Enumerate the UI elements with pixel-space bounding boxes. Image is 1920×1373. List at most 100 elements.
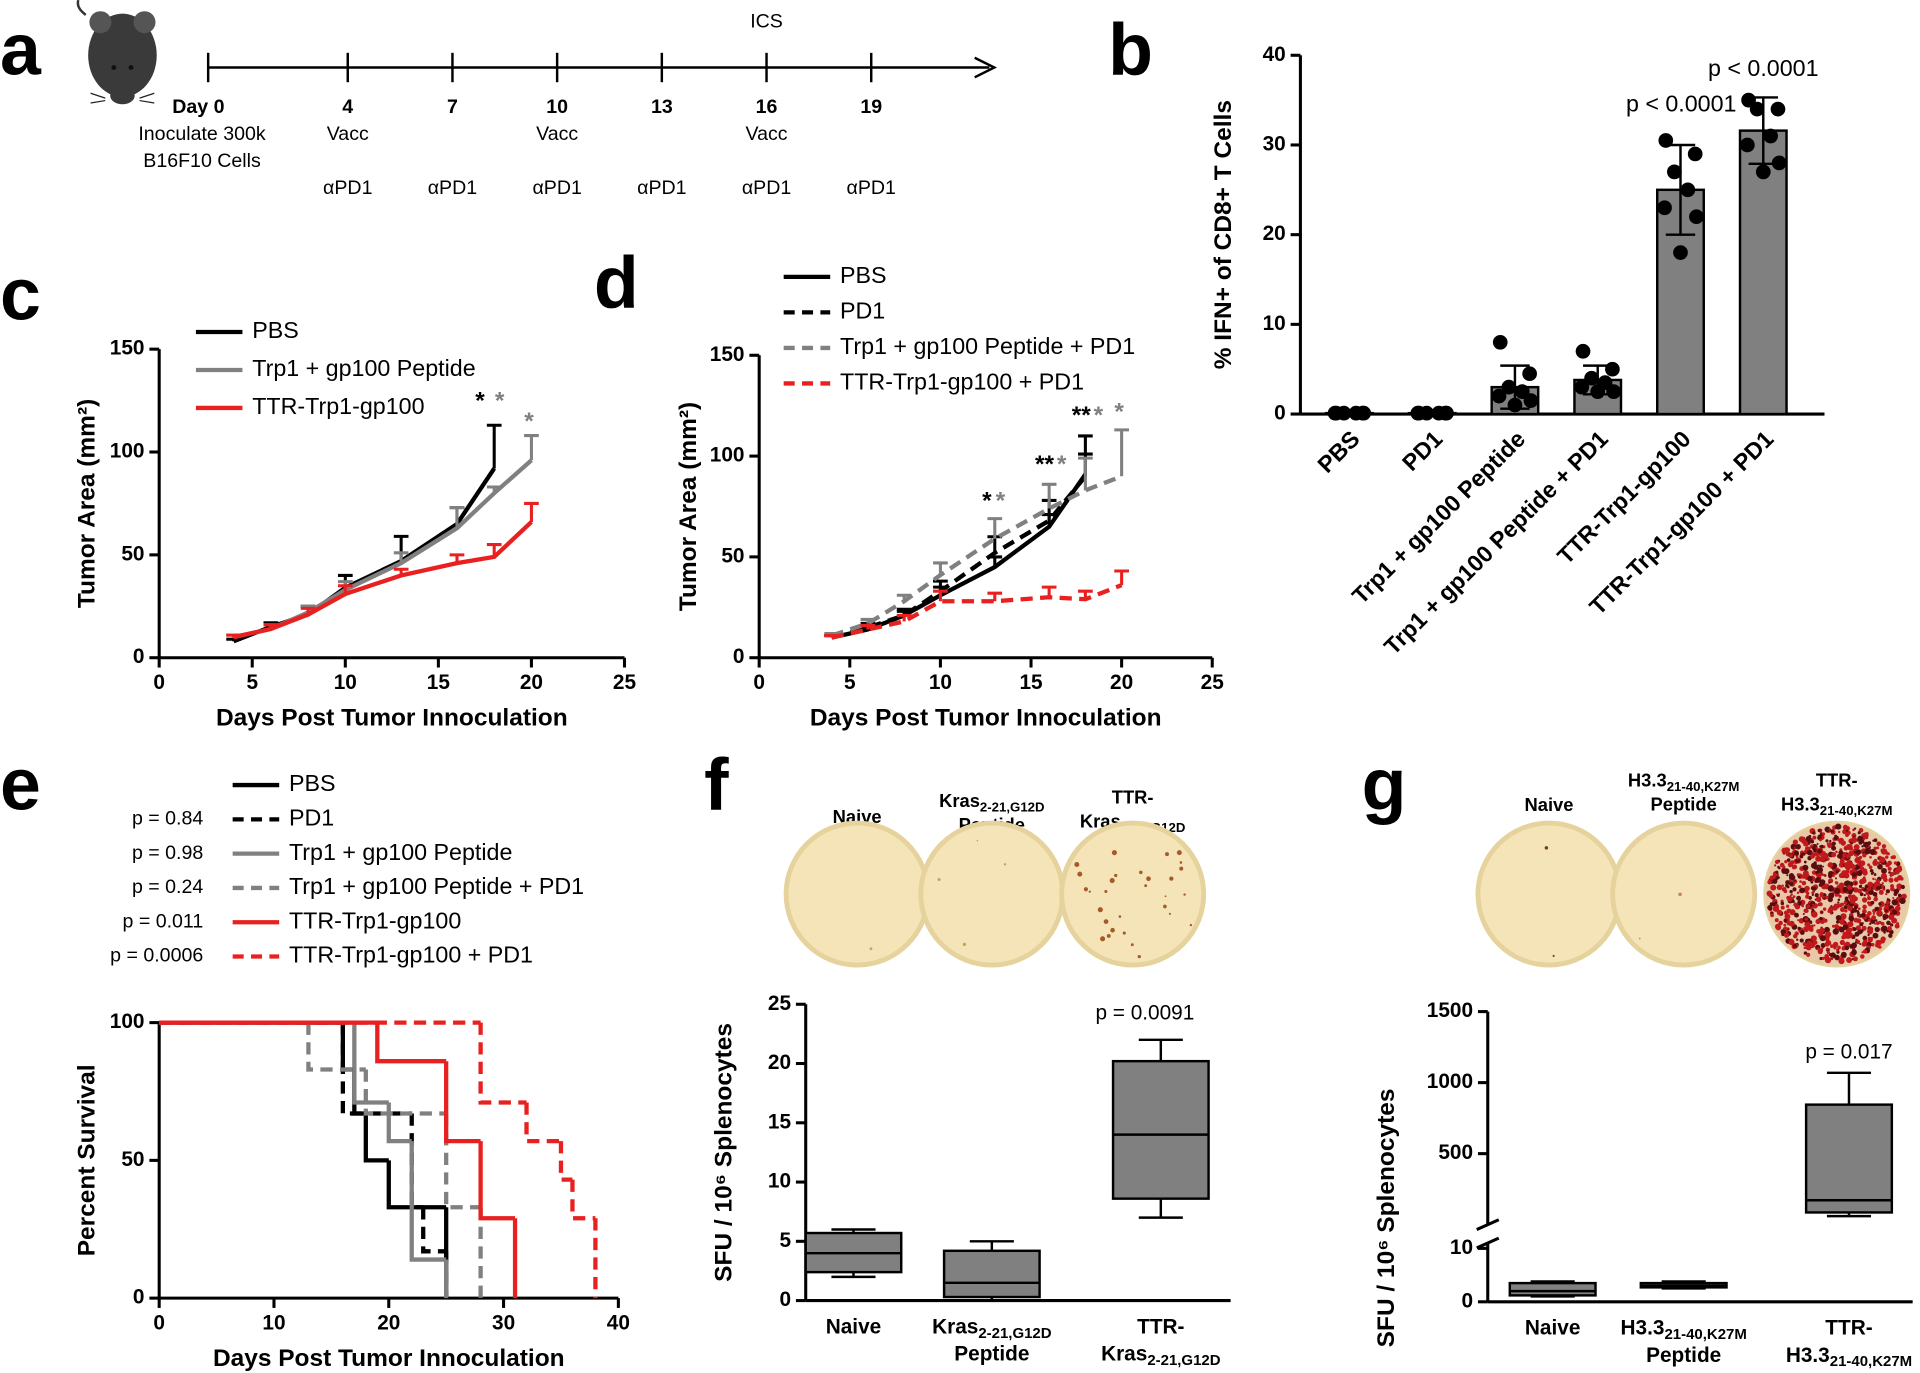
annotation: p < 0.0001 xyxy=(1708,55,1819,81)
box xyxy=(1804,1103,1894,1214)
label-part: H3.3 xyxy=(1786,1343,1830,1366)
data-point xyxy=(1673,245,1688,260)
spot xyxy=(1806,940,1813,947)
timeline-day: 16 xyxy=(756,96,778,118)
spot xyxy=(1851,942,1857,949)
timeline-treatment: αPD1 xyxy=(532,177,581,199)
y-axis-label: Percent Survival xyxy=(74,1064,101,1256)
panel-label: a xyxy=(0,8,42,91)
spot xyxy=(1810,839,1815,844)
spot xyxy=(1839,939,1845,946)
data-point xyxy=(1657,200,1672,216)
x-tick-label: 30 xyxy=(492,1311,515,1334)
spot xyxy=(1822,873,1826,877)
survival-step xyxy=(444,1061,481,1144)
label-part: Peptide xyxy=(954,1342,1029,1365)
survival-step xyxy=(375,1022,447,1064)
spot xyxy=(1830,952,1836,959)
spot xyxy=(1774,859,1780,865)
legend-label: PD1 xyxy=(840,298,885,324)
spot xyxy=(1881,882,1884,885)
legend-label: PBS xyxy=(252,317,299,343)
data-point xyxy=(1501,379,1517,395)
spot xyxy=(1838,850,1844,856)
spot xyxy=(1898,888,1901,891)
timeline-treatment: αPD1 xyxy=(847,177,896,199)
x-tick-label: H3.321-40,K27M xyxy=(1621,1316,1747,1343)
spot xyxy=(1834,903,1840,909)
spot xyxy=(1799,887,1806,893)
spot xyxy=(1838,894,1842,898)
timeline-treatment: αPD1 xyxy=(742,177,791,199)
spot xyxy=(1843,862,1850,868)
spot xyxy=(1638,937,1641,940)
spot xyxy=(1854,882,1857,885)
spot xyxy=(1806,904,1811,909)
spot xyxy=(1883,930,1886,934)
spot xyxy=(1820,942,1826,948)
spot xyxy=(1832,928,1839,935)
spot xyxy=(1872,860,1877,864)
spot xyxy=(1828,828,1831,831)
spot xyxy=(1775,875,1780,880)
spot xyxy=(1867,928,1874,935)
error-bar xyxy=(896,613,912,622)
spot xyxy=(1783,923,1787,927)
spot xyxy=(1798,885,1802,889)
spot xyxy=(1851,872,1857,878)
timeline-treatment: αPD1 xyxy=(428,177,477,199)
spot xyxy=(1803,908,1809,914)
legend-label: TTR-Trp1-gp100 xyxy=(289,907,461,933)
spot xyxy=(1805,891,1810,895)
spot xyxy=(1859,943,1862,946)
well-image xyxy=(1059,820,1207,968)
spot xyxy=(1845,869,1850,874)
spot xyxy=(976,839,979,842)
spot xyxy=(1876,910,1882,917)
label-part: TTR- xyxy=(1112,786,1154,807)
spot xyxy=(1847,932,1854,939)
spot xyxy=(1097,907,1103,913)
spot xyxy=(1074,862,1080,868)
spot xyxy=(1816,866,1824,874)
spot xyxy=(1830,829,1834,833)
x-tick-label: Naive xyxy=(826,1315,882,1338)
spot xyxy=(1781,884,1784,887)
spot xyxy=(1874,906,1880,912)
spot xyxy=(1873,846,1877,851)
spot xyxy=(1806,849,1813,856)
x-tick-label: 25 xyxy=(613,671,636,694)
spot xyxy=(1825,839,1829,843)
spot xyxy=(1865,836,1869,840)
y-tick-label: 10 xyxy=(1450,1236,1473,1259)
spot xyxy=(1884,904,1890,910)
spot xyxy=(1896,865,1902,871)
survival-step xyxy=(340,1022,412,1116)
spot xyxy=(1812,848,1817,853)
spot xyxy=(1881,867,1887,874)
panel-label: f xyxy=(704,742,729,825)
y-axis-label: SFU / 10⁶ Splenocytes xyxy=(710,1023,737,1282)
spot xyxy=(1870,900,1875,905)
spot xyxy=(1146,876,1151,882)
spot xyxy=(1793,879,1796,882)
spot xyxy=(1815,870,1819,875)
spot xyxy=(1822,852,1829,859)
label-subscript: 2-21,G12D xyxy=(980,799,1045,814)
spot xyxy=(1106,933,1111,938)
spot xyxy=(1811,911,1818,918)
spot xyxy=(1792,866,1795,870)
spot xyxy=(1899,897,1906,905)
y-tick-label: 40 xyxy=(1263,43,1286,66)
spot xyxy=(1857,856,1861,861)
spot xyxy=(1843,905,1848,910)
spot xyxy=(1831,841,1836,846)
timeline-day: 7 xyxy=(447,96,458,118)
spot xyxy=(1827,896,1833,903)
data-point xyxy=(1755,164,1771,180)
spot xyxy=(937,877,941,882)
spot xyxy=(1783,932,1790,938)
spot xyxy=(1787,928,1790,931)
data-point xyxy=(1522,366,1537,382)
spot xyxy=(1835,877,1838,880)
